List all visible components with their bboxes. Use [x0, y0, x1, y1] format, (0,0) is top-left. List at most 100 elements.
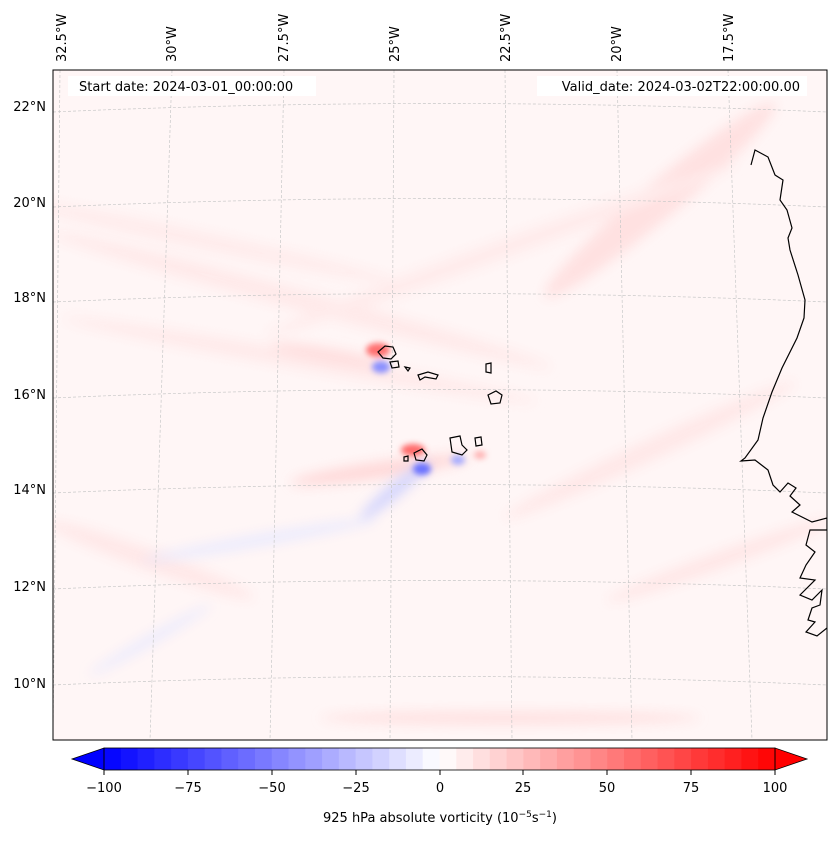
- lon-label: 30°W: [165, 26, 180, 62]
- colorbar-max-extend: [774, 747, 809, 771]
- colorbar-cell: [221, 748, 239, 770]
- colorbar-cell: [640, 748, 659, 770]
- parallel-22n: [53, 103, 827, 113]
- colorbar-cell: [758, 748, 776, 770]
- colorbar-cell: [238, 748, 256, 770]
- island-santa-luzia: [403, 366, 411, 373]
- colorbar-cell: [405, 748, 424, 770]
- latitude-labels: 22°N 20°N 18°N 16°N 14°N 12°N 10°N: [13, 100, 46, 692]
- colorbar-cell: [741, 748, 759, 770]
- africa-coastline: [739, 149, 827, 637]
- colorbar-cell: [322, 748, 340, 770]
- colorbar-tick-label: −100: [86, 781, 122, 796]
- colorbar-tick-label: 100: [763, 781, 788, 796]
- colorbar-cell: [338, 748, 357, 770]
- colorbar-cell: [439, 748, 457, 770]
- meridian-30w: [149, 70, 173, 740]
- colorbar-cell: [540, 748, 558, 770]
- island-brava: [403, 455, 409, 462]
- colorbar-cell: [724, 748, 743, 770]
- colorbar-cell: [104, 748, 122, 770]
- lat-label: 16°N: [13, 388, 46, 403]
- colorbar-cell: [271, 748, 290, 770]
- colorbar-cell: [523, 748, 541, 770]
- colorbar-tick-label: 75: [683, 781, 700, 796]
- parallel-12n: [53, 580, 827, 590]
- colorbar-cell: [288, 748, 306, 770]
- colorbar-cell: [607, 748, 625, 770]
- colorbar-cell: [187, 748, 206, 770]
- parallel-16n: [53, 389, 827, 399]
- lat-label: 14°N: [13, 483, 46, 498]
- lat-label: 10°N: [13, 677, 46, 692]
- colorbar-cell: [254, 748, 273, 770]
- parallel-10n: [53, 676, 827, 686]
- meridian-17-5w: [727, 70, 753, 740]
- colorbar-label: 925 hPa absolute vorticity (10−5s−1): [323, 810, 557, 826]
- colorbar-tick-label: 0: [436, 781, 444, 796]
- island-santiago: [449, 435, 468, 456]
- colorbar-cell: [707, 748, 726, 770]
- colorbar-cell: [372, 748, 390, 770]
- start-date-label: Start date: 2024-03-01_00:00:00: [79, 80, 293, 95]
- island-fogo: [413, 448, 428, 462]
- meridian-32-5w: [53, 70, 61, 740]
- colorbar-min-extend: [70, 747, 105, 771]
- valid-date-box: [537, 76, 807, 96]
- colorbar-ticks: [103, 770, 776, 775]
- meridian-20w: [616, 70, 633, 740]
- colorbar: −100 −75 −50 −25 0 25 50 75 100 925 hPa …: [70, 747, 809, 826]
- coastlines: [377, 149, 827, 637]
- colorbar-cell: [137, 748, 155, 770]
- colorbar-cell: [489, 748, 508, 770]
- colorbar-tick-label: 25: [515, 781, 532, 796]
- colorbar-cell: [590, 748, 608, 770]
- parallel-18n: [53, 293, 827, 303]
- colorbar-cell: [389, 748, 407, 770]
- lon-label: 22.5°W: [499, 14, 514, 62]
- island-sal: [485, 362, 492, 374]
- lat-label: 22°N: [13, 100, 46, 115]
- lat-label: 18°N: [13, 291, 46, 306]
- colorbar-cell: [355, 748, 374, 770]
- colorbar-cell: [422, 748, 441, 770]
- start-date-box: [68, 76, 316, 96]
- colorbar-cell: [204, 748, 223, 770]
- island-santo-antao: [377, 345, 397, 360]
- vorticity-negative-streaks: [89, 460, 430, 676]
- colorbar-tick-label: −75: [174, 781, 201, 796]
- valid-date-label: Valid_date: 2024-03-02T22:00:00.00: [562, 80, 800, 95]
- lon-label: 17.5°W: [722, 14, 737, 62]
- colorbar-cell: [171, 748, 189, 770]
- island-boa-vista: [487, 390, 503, 405]
- graticule: [53, 70, 827, 740]
- island-maio: [474, 436, 483, 447]
- colorbar-cell: [506, 748, 524, 770]
- meridian-27-5w: [269, 70, 285, 740]
- meridian-22-5w: [504, 70, 513, 740]
- colorbar-cell: [456, 748, 474, 770]
- parallel-14n: [53, 484, 827, 494]
- island-sao-nicolau: [417, 371, 439, 381]
- colorbar-cell: [305, 748, 323, 770]
- longitude-labels: 32.5°W 30°W 27.5°W 25°W 22.5°W 20°W 17.5…: [55, 14, 737, 62]
- lat-label: 12°N: [13, 580, 46, 595]
- colorbar-cell: [154, 748, 172, 770]
- meridian-25w: [389, 70, 395, 740]
- colorbar-cell: [691, 748, 709, 770]
- colorbar-cell: [556, 748, 575, 770]
- colorbar-cell: [674, 748, 692, 770]
- lon-label: 27.5°W: [277, 14, 292, 62]
- colorbar-cells: [104, 748, 776, 770]
- colorbar-tick-label: −50: [258, 781, 285, 796]
- colorbar-cell: [624, 748, 642, 770]
- island-sao-vicente: [389, 360, 400, 369]
- lat-label: 20°N: [13, 196, 46, 211]
- lon-label: 25°W: [388, 26, 403, 62]
- colorbar-tick-labels: −100 −75 −50 −25 0 25 50 75 100: [86, 781, 787, 796]
- lon-label: 20°W: [610, 26, 625, 62]
- parallel-20n: [53, 198, 827, 208]
- colorbar-cell: [657, 748, 675, 770]
- colorbar-cell: [573, 748, 592, 770]
